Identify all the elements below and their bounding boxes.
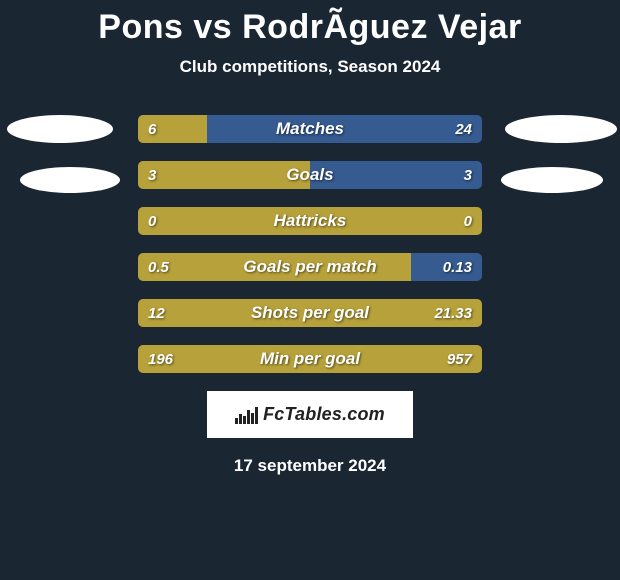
date-label: 17 september 2024 [0,456,620,476]
stat-bar-right-segment [207,115,482,143]
stat-bar-left-segment [138,253,411,281]
stat-bar-left-segment [138,345,482,373]
stat-bar: Matches624 [138,115,482,143]
player-right-placeholder-1 [505,115,617,143]
stat-bars: Matches624 Goals33 Hattricks00 Goals per ma… [138,115,482,373]
stat-bar-right-segment [310,161,482,189]
player-right-placeholder-2 [501,167,603,193]
stat-bar: Goals per match0.50.13 [138,253,482,281]
page-title: Pons vs RodrÃ­guez Vejar [0,0,620,47]
brand-text: FcTables.com [263,404,385,425]
comparison-panel: Matches624 Goals33 Hattricks00 Goals per ma… [0,115,620,476]
subtitle: Club competitions, Season 2024 [0,57,620,77]
stat-bar-left-segment [138,299,482,327]
stat-bar-left-segment [138,115,207,143]
stat-bar-right-segment [411,253,482,281]
player-left-placeholder-2 [20,167,120,193]
player-left-placeholder-1 [7,115,113,143]
brand-badge: FcTables.com [207,391,413,438]
stat-bar: Shots per goal1221.33 [138,299,482,327]
stat-bar-left-segment [138,161,310,189]
stat-bar-left-segment [138,207,482,235]
stat-bar: Goals33 [138,161,482,189]
stat-bar: Min per goal196957 [138,345,482,373]
stat-bar: Hattricks00 [138,207,482,235]
brand-chart-icon [235,406,259,424]
